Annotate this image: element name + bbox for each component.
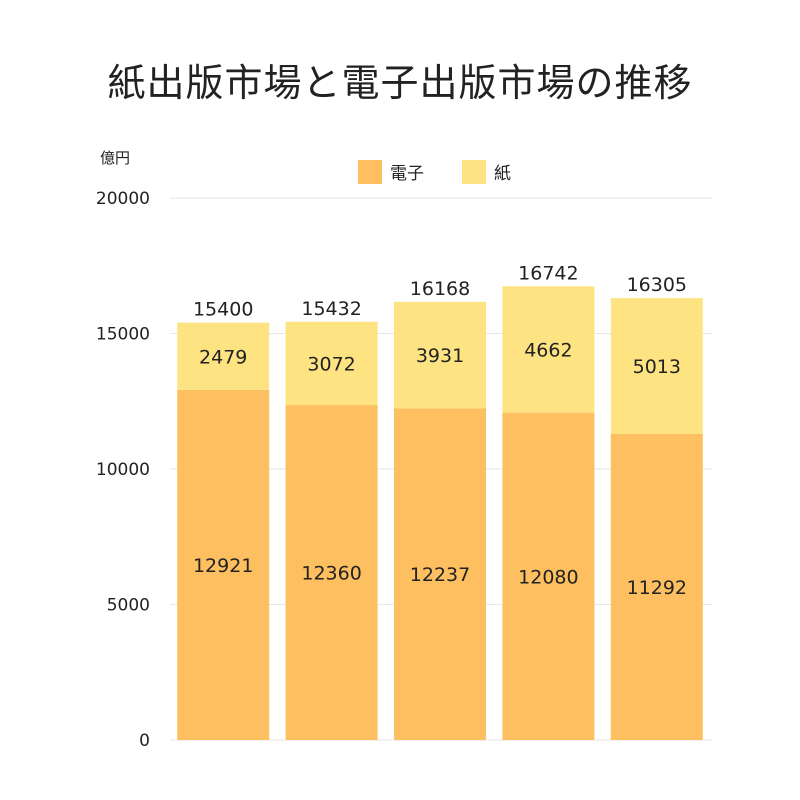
data-label-total: 16305 — [627, 274, 687, 296]
data-label-digital: 12921 — [193, 555, 253, 577]
bar-digital — [610, 433, 703, 740]
data-label-total: 16742 — [518, 262, 578, 284]
legend-swatch-paper — [462, 160, 486, 184]
data-label-total: 15400 — [193, 299, 253, 321]
legend-swatch-digital — [358, 160, 382, 184]
data-label-digital: 11292 — [627, 577, 687, 599]
y-tick-label: 15000 — [96, 325, 150, 345]
y-tick-label: 0 — [139, 731, 150, 751]
legend-label-digital: 電子 — [390, 164, 424, 184]
bar-paper — [285, 321, 378, 406]
data-label-total: 16168 — [410, 278, 470, 300]
data-label-paper: 4662 — [524, 339, 572, 361]
y-tick-label: 20000 — [96, 189, 150, 209]
legend-label-paper: 紙 — [494, 164, 511, 184]
data-label-paper: 2479 — [199, 346, 247, 368]
y-axis-unit-label: 億円 — [100, 149, 130, 167]
bar-digital — [177, 389, 270, 740]
data-label-digital: 12237 — [410, 564, 470, 586]
y-tick-label: 10000 — [96, 460, 150, 480]
bar-digital — [285, 405, 378, 740]
data-label-paper: 3931 — [416, 345, 464, 367]
data-label-digital: 12080 — [518, 566, 578, 588]
bar-paper — [502, 286, 595, 413]
bar-digital — [394, 408, 486, 740]
y-tick-label: 5000 — [107, 596, 150, 616]
bar-paper — [177, 322, 270, 390]
chart-title: 紙出版市場と電子出版市場の推移 — [107, 61, 693, 105]
data-label-paper: 3072 — [307, 353, 355, 375]
data-label-total: 15432 — [301, 298, 361, 320]
data-label-paper: 5013 — [633, 356, 681, 378]
bar-paper — [394, 301, 486, 409]
bar-digital — [502, 412, 595, 740]
bar-paper — [610, 298, 703, 434]
data-label-digital: 12360 — [301, 563, 361, 585]
